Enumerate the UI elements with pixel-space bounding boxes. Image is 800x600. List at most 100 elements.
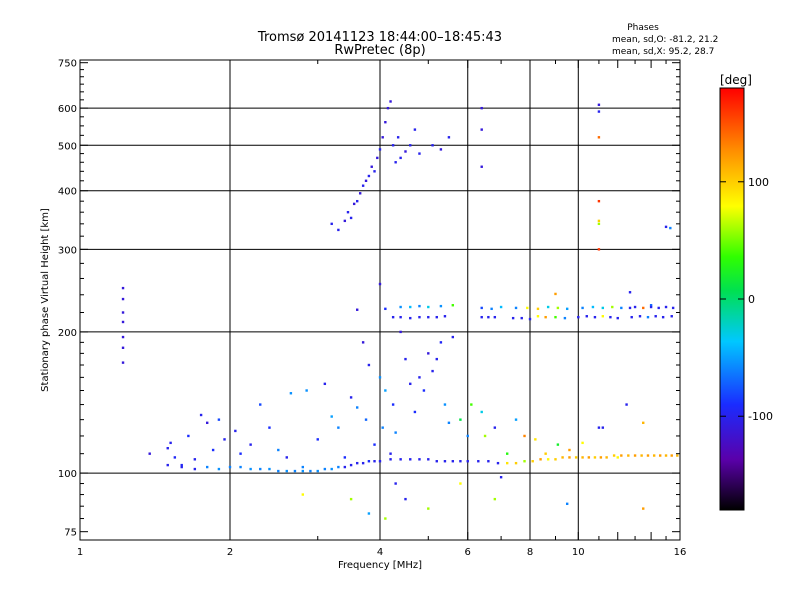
data-point (180, 465, 183, 469)
data-point (561, 456, 564, 459)
data-point (630, 315, 633, 319)
data-point (121, 311, 125, 314)
data-point (597, 248, 601, 251)
data-point (148, 452, 151, 455)
data-point (577, 315, 580, 319)
data-point (399, 156, 402, 160)
data-point (443, 315, 447, 318)
data-point (451, 304, 455, 307)
data-point (638, 315, 642, 318)
data-point (418, 458, 421, 461)
data-point (556, 306, 560, 310)
data-point (642, 306, 645, 310)
data-point (470, 403, 473, 406)
data-point (121, 361, 125, 364)
data-point (435, 315, 438, 319)
data-point (499, 305, 503, 309)
data-point (539, 458, 542, 461)
data-point (628, 291, 632, 294)
data-point (585, 315, 588, 318)
x-tick-label: 4 (377, 547, 383, 558)
data-point (205, 465, 209, 469)
data-point (447, 136, 451, 139)
data-point (642, 421, 645, 425)
colorbar-tick-label: -100 (748, 410, 773, 423)
data-point (259, 467, 262, 471)
colorbar-label: [deg] (720, 73, 752, 87)
chart-title-line2: RwPretec (8p) (334, 43, 425, 58)
data-point (337, 228, 340, 232)
data-point (228, 465, 232, 469)
data-point (466, 434, 469, 438)
data-point (439, 304, 443, 308)
data-point (381, 136, 384, 139)
data-point (601, 306, 605, 310)
data-point (343, 465, 347, 469)
data-point (355, 406, 359, 409)
data-point (546, 305, 550, 309)
data-point (217, 467, 221, 471)
data-point (459, 482, 462, 485)
data-point (661, 315, 665, 319)
data-point (389, 100, 392, 103)
data-point (316, 438, 319, 441)
y-tick-label: 200 (58, 328, 77, 339)
data-point (193, 458, 197, 461)
x-tick-label: 16 (674, 547, 687, 558)
data-point (373, 170, 376, 173)
data-point (435, 460, 438, 463)
data-point (409, 316, 412, 320)
data-point (367, 363, 371, 367)
data-point (574, 456, 578, 459)
data-point (205, 421, 209, 425)
data-point (556, 443, 560, 446)
data-point (581, 306, 584, 310)
data-point (343, 219, 347, 223)
data-point (642, 507, 645, 510)
data-point (389, 458, 392, 461)
data-point (337, 426, 340, 429)
data-point (249, 443, 252, 446)
data-point (422, 389, 426, 392)
x-tick-labels: 1 2 4 6 8 10 16 (77, 547, 687, 558)
data-point (526, 306, 529, 310)
data-point (180, 463, 183, 467)
data-point (565, 307, 569, 311)
data-point (169, 441, 172, 445)
data-point (373, 460, 376, 463)
data-point (391, 144, 395, 147)
data-point (399, 315, 402, 319)
data-point (593, 456, 597, 459)
data-point (427, 315, 430, 319)
y-axis-label: Stationary phase Virtual Height [km] (40, 208, 51, 392)
stats-heading: Phases (627, 23, 659, 33)
y-tick-label: 75 (64, 528, 77, 539)
data-point (531, 460, 534, 463)
data-point (443, 403, 447, 406)
data-point (439, 341, 443, 344)
data-point (330, 415, 333, 418)
data-point (277, 448, 280, 452)
chart-title-line1: Tromsø 20141123 18:44:00–18:45:43 (257, 30, 502, 45)
data-point (477, 460, 480, 463)
data-point (652, 454, 656, 457)
data-point (249, 467, 252, 471)
data-point (597, 426, 601, 429)
data-point (396, 136, 400, 139)
x-tick-label: 1 (77, 547, 83, 558)
data-point (528, 317, 532, 321)
data-point (487, 460, 490, 463)
data-point (289, 392, 293, 395)
data-point (646, 454, 650, 457)
data-point (277, 469, 280, 473)
x-tick-label: 2 (227, 547, 233, 558)
data-point (520, 316, 523, 320)
data-point (581, 441, 584, 445)
data-point (399, 330, 402, 334)
data-point (554, 292, 557, 296)
data-point (633, 305, 637, 309)
colorbar-tick-label: 100 (748, 176, 769, 189)
data-point (316, 469, 319, 473)
data-point (427, 507, 430, 510)
